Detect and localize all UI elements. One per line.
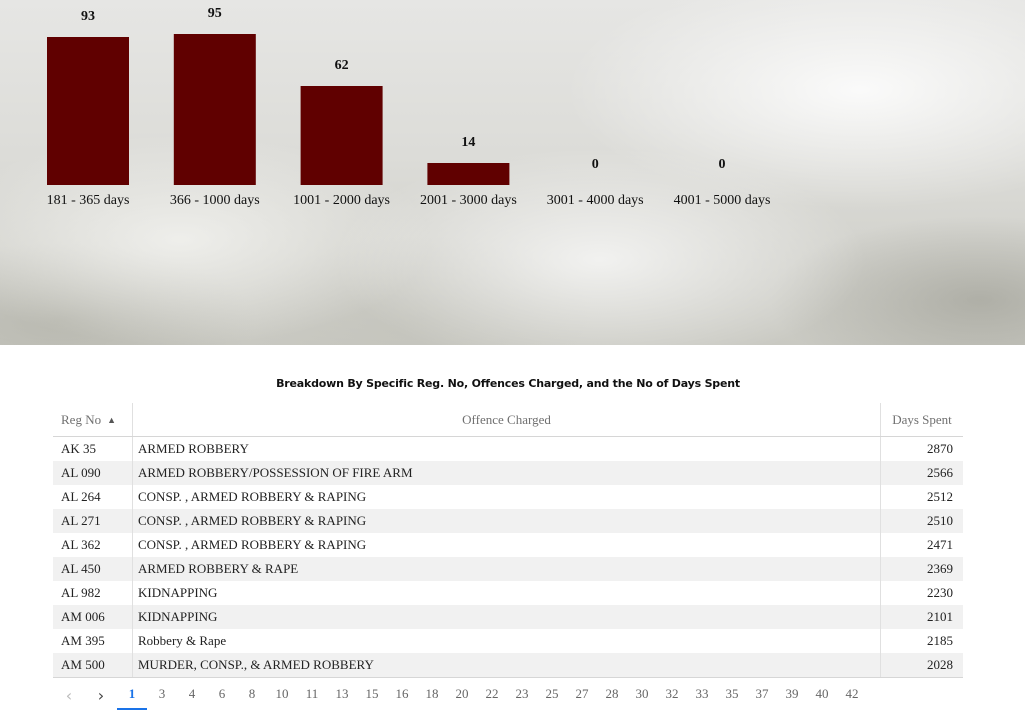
table-row[interactable]: AM 006 KIDNAPPING 2101: [53, 605, 963, 629]
days-spent-bar-chart: 93 181 - 365 days 95 366 - 1000 days 62 1001 …: [47, 6, 771, 208]
page-link[interactable]: 30: [635, 686, 649, 701]
cell-days-spent: 2230: [927, 585, 953, 600]
bar-3: [300, 86, 383, 185]
cell-days-spent: 2101: [927, 609, 953, 624]
cell-reg-no: AM 006: [53, 605, 133, 629]
column-header-days-spent[interactable]: Days Spent: [881, 403, 963, 436]
cell-reg-no: AL 982: [53, 581, 133, 605]
page-link[interactable]: 23: [515, 686, 529, 701]
table-row[interactable]: AL 090 ARMED ROBBERY/POSSESSION OF FIRE A…: [53, 461, 963, 485]
cell-reg-no: AL 362: [53, 533, 133, 557]
page-link[interactable]: 40: [815, 686, 829, 701]
page-link[interactable]: 35: [725, 686, 739, 701]
page-link[interactable]: 10: [275, 686, 289, 701]
cell-days-spent: 2185: [927, 633, 953, 648]
table-row[interactable]: AM 395 Robbery & Rape 2185: [53, 629, 963, 653]
cell-days-spent: 2510: [927, 513, 953, 528]
cell-reg-no: AM 500: [53, 653, 133, 677]
sort-ascending-icon[interactable]: ▲: [107, 414, 117, 425]
cell-days-spent: 2369: [927, 561, 953, 576]
cell-offence: CONSP. , ARMED ROBBERY & RAPING: [133, 509, 881, 533]
column-header-label: Reg No: [61, 411, 102, 427]
cell-offence: CONSP. , ARMED ROBBERY & RAPING: [133, 485, 881, 509]
cell-reg-no: AL 271: [53, 509, 133, 533]
page-link[interactable]: 18: [425, 686, 439, 701]
bar-2: [173, 34, 256, 185]
category-label: 4001 - 5000 days: [674, 193, 771, 208]
page-link[interactable]: 1: [117, 680, 147, 710]
chevron-left-icon[interactable]: ‹: [65, 685, 73, 705]
page-link[interactable]: 6: [218, 686, 226, 701]
cell-offence: ARMED ROBBERY: [133, 437, 881, 461]
page-link[interactable]: 11: [305, 686, 319, 701]
chevron-right-icon[interactable]: ›: [97, 685, 105, 705]
table-body: AK 35 ARMED ROBBERY 2870 AL 090 ARMED ROBBER…: [53, 437, 963, 678]
table-title: Breakdown By Specific Reg. No, Offences …: [276, 377, 740, 390]
category-label: 181 - 365 days: [47, 193, 130, 208]
bar-value-label: 62: [335, 58, 349, 73]
cell-offence: CONSP. , ARMED ROBBERY & RAPING: [133, 533, 881, 557]
page-link[interactable]: 28: [605, 686, 619, 701]
breakdown-table: Reg No ▲ Offence Charged Days Spent AK 3…: [53, 403, 963, 678]
column-header-label: Days Spent: [892, 411, 952, 427]
cell-reg-no: AM 395: [53, 629, 133, 653]
page-link[interactable]: 27: [575, 686, 589, 701]
table-row[interactable]: AL 271 CONSP. , ARMED ROBBERY & RAPING 251…: [53, 509, 963, 533]
page-link[interactable]: 25: [545, 686, 559, 701]
category-label: 2001 - 3000 days: [420, 193, 517, 208]
cell-reg-no: AL 090: [53, 461, 133, 485]
column-header-label: Offence Charged: [462, 411, 551, 427]
bar-value-label: 0: [592, 157, 599, 172]
column-header-offence[interactable]: Offence Charged: [133, 403, 881, 436]
cell-days-spent: 2870: [927, 441, 953, 456]
bar-value-label: 14: [461, 135, 475, 150]
cell-offence: Robbery & Rape: [133, 629, 881, 653]
bar-value-label: 0: [719, 157, 726, 172]
cell-reg-no: AK 35: [53, 437, 133, 461]
table-row[interactable]: AL 362 CONSP. , ARMED ROBBERY & RAPING 247…: [53, 533, 963, 557]
bar-4: [427, 163, 510, 185]
table-row[interactable]: AM 500 MURDER, CONSP., & ARMED ROBBERY 202…: [53, 653, 963, 677]
bar-value-label: 93: [81, 9, 95, 24]
page-link[interactable]: 37: [755, 686, 769, 701]
category-label: 3001 - 4000 days: [547, 193, 644, 208]
table-row[interactable]: AL 450 ARMED ROBBERY & RAPE 2369: [53, 557, 963, 581]
page-link[interactable]: 16: [395, 686, 409, 701]
column-header-reg-no[interactable]: Reg No ▲: [53, 403, 133, 436]
cell-days-spent: 2471: [927, 537, 953, 552]
cell-reg-no: AL 264: [53, 485, 133, 509]
page-link[interactable]: 39: [785, 686, 799, 701]
table-header: Reg No ▲ Offence Charged Days Spent: [53, 403, 963, 437]
cloud-background: [0, 0, 1025, 345]
table-row[interactable]: AK 35 ARMED ROBBERY 2870: [53, 437, 963, 461]
bar-value-label: 95: [208, 6, 222, 21]
page-link[interactable]: 20: [455, 686, 469, 701]
cell-offence: KIDNAPPING: [133, 605, 881, 629]
page-link[interactable]: 15: [365, 686, 379, 701]
category-label: 1001 - 2000 days: [293, 193, 390, 208]
page-link[interactable]: 22: [485, 686, 499, 701]
cell-days-spent: 2028: [927, 657, 953, 672]
cell-offence: KIDNAPPING: [133, 581, 881, 605]
page-link[interactable]: 32: [665, 686, 679, 701]
cell-reg-no: AL 450: [53, 557, 133, 581]
cell-offence: ARMED ROBBERY & RAPE: [133, 557, 881, 581]
cell-days-spent: 2512: [927, 489, 953, 504]
page-link[interactable]: 42: [845, 686, 859, 701]
page-link[interactable]: 13: [335, 686, 349, 701]
cell-offence: MURDER, CONSP., & ARMED ROBBERY: [133, 653, 881, 677]
cell-days-spent: 2566: [927, 465, 953, 480]
page-link[interactable]: 33: [695, 686, 709, 701]
category-label: 366 - 1000 days: [170, 193, 260, 208]
table-row[interactable]: AL 982 KIDNAPPING 2230: [53, 581, 963, 605]
table-row[interactable]: AL 264 CONSP. , ARMED ROBBERY & RAPING 251…: [53, 485, 963, 509]
page-link[interactable]: 8: [248, 686, 256, 701]
bar-1: [47, 37, 129, 185]
page-link[interactable]: 4: [188, 686, 196, 701]
cell-offence: ARMED ROBBERY/POSSESSION OF FIRE ARM: [133, 461, 881, 485]
pagination: ‹ › 1 3 4 6 8 10 11 13 15 16 18 20 22 23 25 27 28 30 32 33 35 3…: [53, 680, 867, 710]
page-link[interactable]: 3: [158, 686, 166, 701]
